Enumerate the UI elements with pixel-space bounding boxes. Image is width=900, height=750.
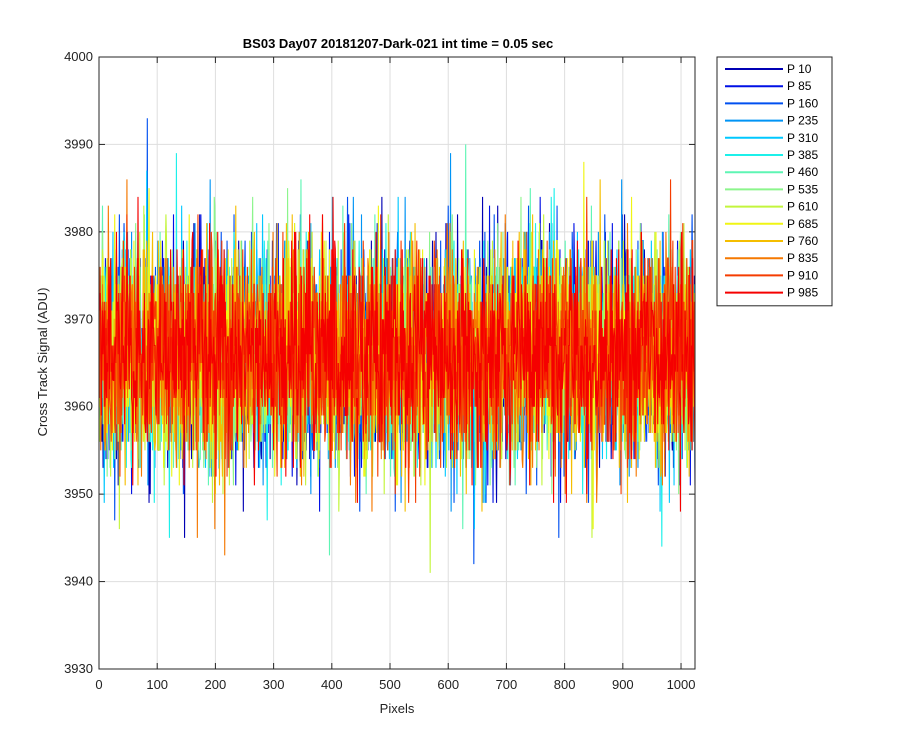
- x-axis-label: Pixels: [380, 701, 415, 716]
- x-tick-label: 100: [146, 677, 168, 692]
- y-tick-label: 3970: [64, 311, 93, 326]
- legend-box: [716, 56, 833, 307]
- legend-entry: P 85: [787, 79, 812, 93]
- y-tick-label: 3940: [64, 574, 93, 589]
- legend-entry: P 760: [787, 234, 818, 248]
- series-line-p-910: [99, 179, 695, 503]
- x-tick-label: 0: [95, 677, 102, 692]
- x-tick-labels: 0 100 200 300 400 500 600 700 800 900 1000: [95, 677, 695, 692]
- legend-entry: P 460: [787, 165, 818, 179]
- legend-entry: P 910: [787, 268, 818, 282]
- series-lines: [99, 118, 695, 573]
- y-tick-label: 3930: [64, 661, 93, 676]
- x-tick-label: 400: [321, 677, 343, 692]
- chart-title: BS03 Day07 20181207-Dark-021 int time = …: [243, 36, 553, 51]
- x-tick-label: 1000: [667, 677, 696, 692]
- x-tick-label: 200: [205, 677, 227, 692]
- y-tick-label: 3960: [64, 399, 93, 414]
- y-tick-label: 3980: [64, 224, 93, 239]
- y-axis-label: Cross Track Signal (ADU): [35, 288, 50, 437]
- legend-entry: P 685: [787, 217, 818, 231]
- legend-entry: P 10: [787, 62, 812, 76]
- plot-frame: [98, 56, 696, 670]
- series-line-p-985: [99, 196, 695, 512]
- x-tick-label: 300: [263, 677, 285, 692]
- legend-entry: P 235: [787, 114, 818, 128]
- x-tick-label: 500: [379, 677, 401, 692]
- axis-ticks: [98, 56, 695, 670]
- legend-entry: P 160: [787, 96, 818, 110]
- legend-entry: P 835: [787, 251, 818, 265]
- y-tick-labels: 3930 3940 3950 3960 3970 3980 3990 4000: [64, 49, 93, 676]
- legend-entry: P 985: [787, 286, 818, 300]
- legend: P 10 P 85 P 160 P 235 P 310 P 385 P 460 P 535 P …: [716, 56, 833, 307]
- legend-entry: P 310: [787, 131, 818, 145]
- y-tick-label: 4000: [64, 49, 93, 64]
- legend-entry: P 385: [787, 148, 818, 162]
- x-tick-label: 800: [554, 677, 576, 692]
- x-tick-label: 900: [612, 677, 634, 692]
- x-tick-label: 700: [496, 677, 518, 692]
- legend-entry: P 535: [787, 182, 818, 196]
- y-tick-label: 3950: [64, 486, 93, 501]
- legend-entry: P 610: [787, 200, 818, 214]
- x-tick-label: 600: [437, 677, 459, 692]
- y-tick-label: 3990: [64, 136, 93, 151]
